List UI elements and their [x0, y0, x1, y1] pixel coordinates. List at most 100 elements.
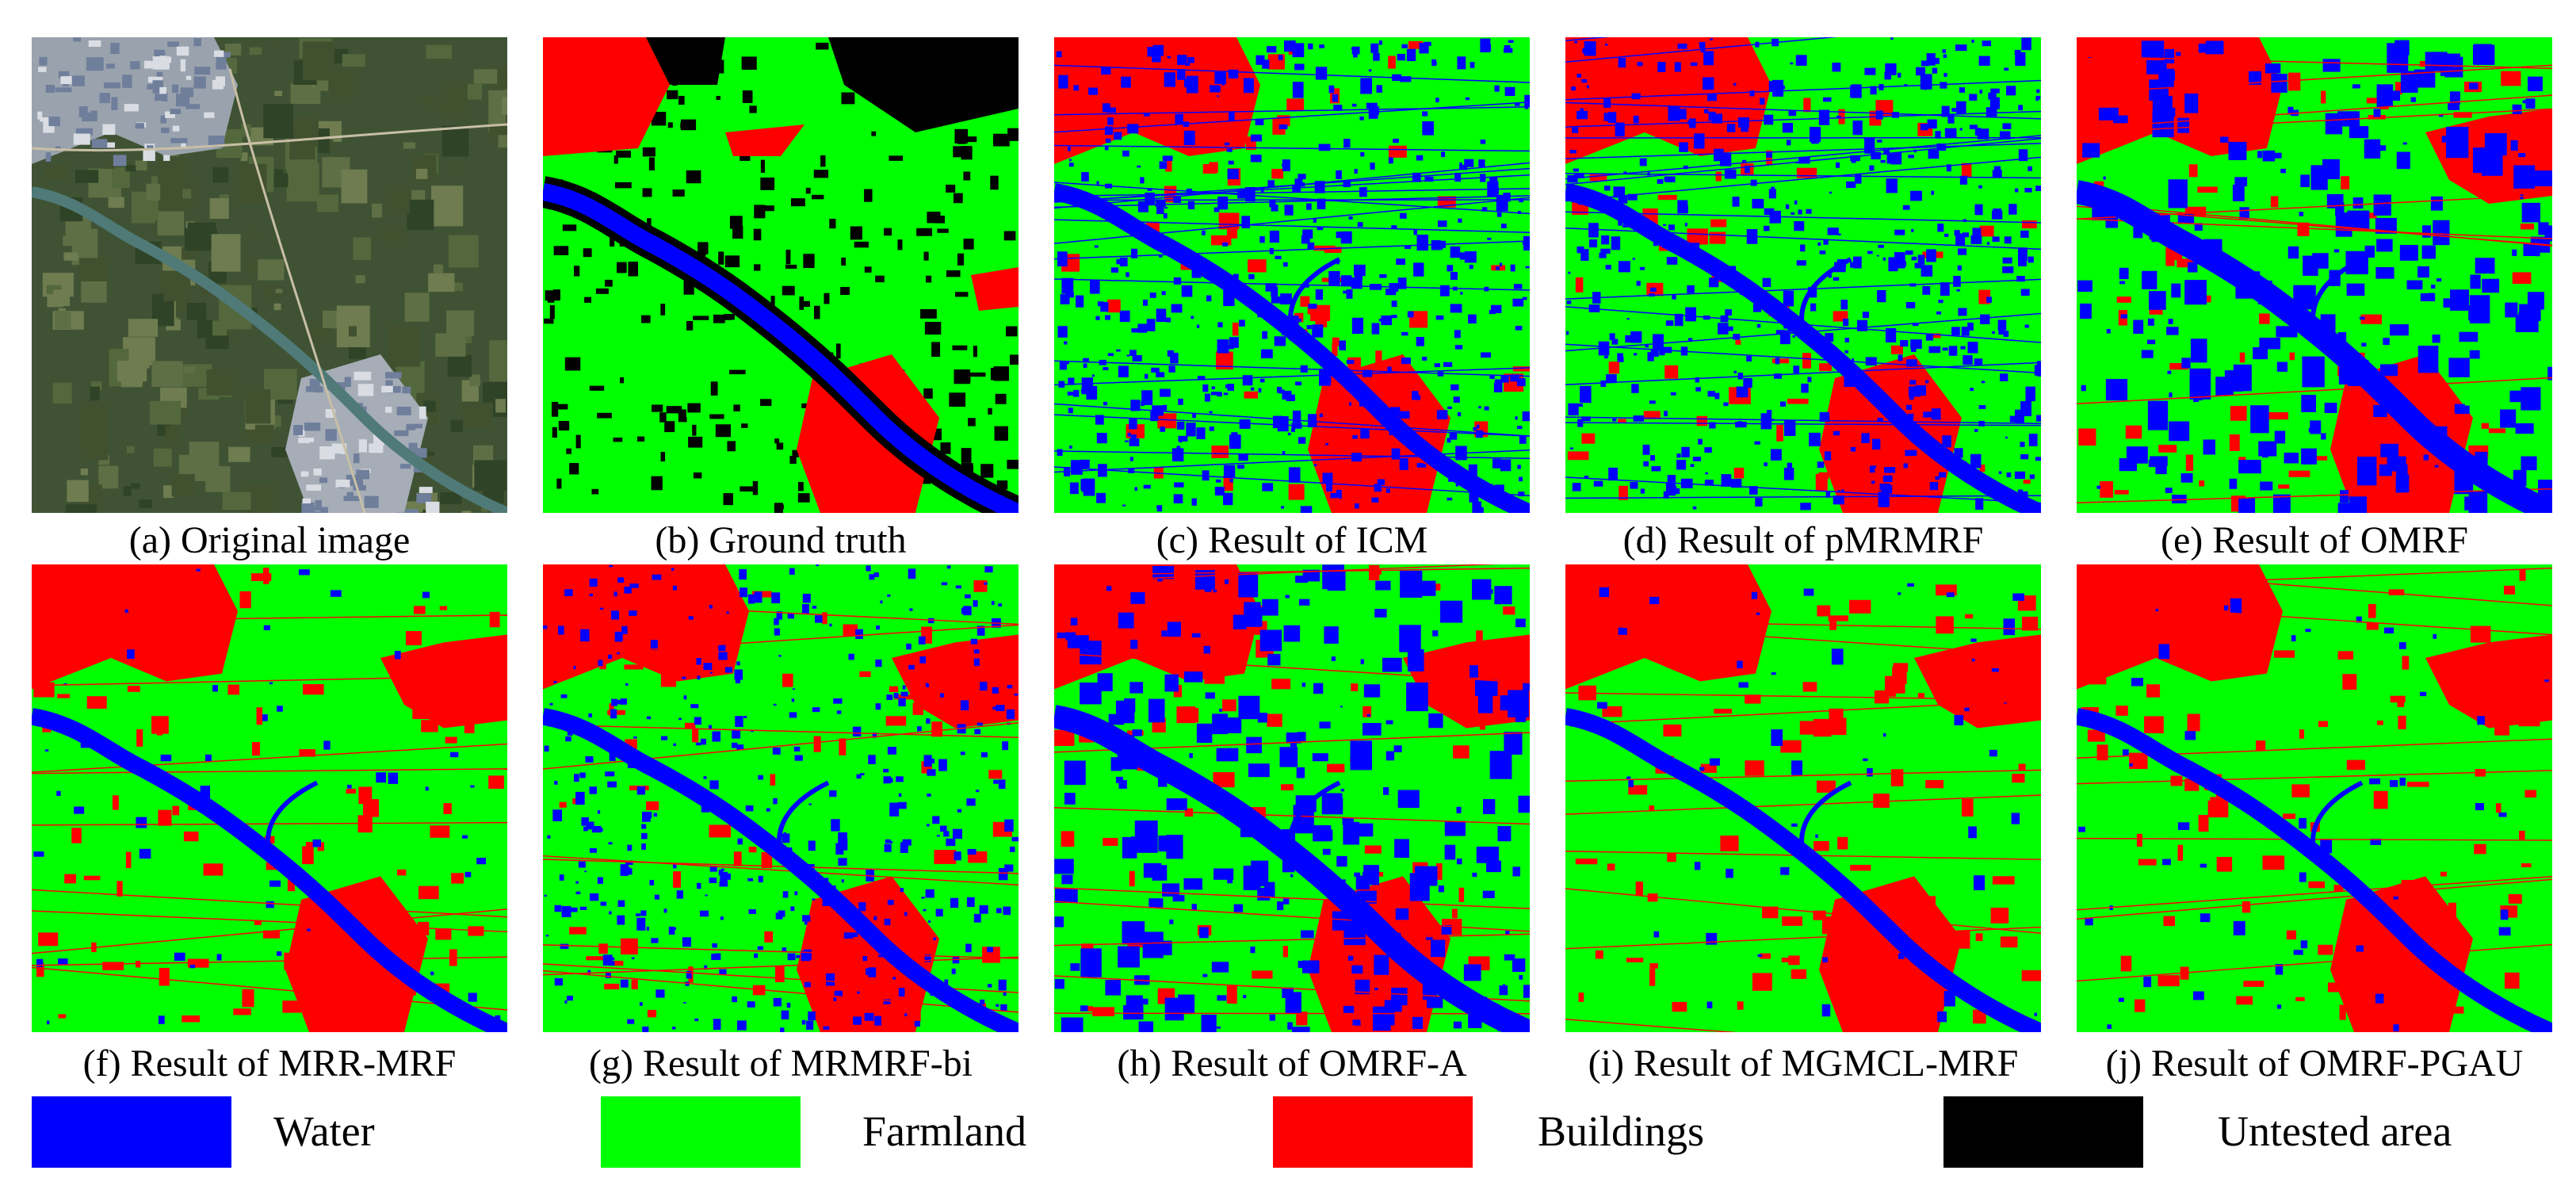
water-region	[32, 708, 507, 1032]
water-patch	[2028, 434, 2038, 446]
water-line	[1565, 138, 2041, 186]
water-patch	[1134, 487, 1137, 491]
untested-patch	[762, 205, 774, 212]
water-patch	[1909, 395, 1914, 400]
water-patch	[1068, 407, 1073, 414]
buildings-patch	[2451, 1006, 2464, 1014]
water-patch	[1284, 40, 1296, 52]
classification-map	[2077, 564, 2552, 1032]
water-patch	[1600, 380, 1607, 387]
buildings-patch	[183, 831, 199, 842]
water-patch	[2443, 298, 2452, 308]
water-patch	[1393, 138, 1399, 143]
water-patch	[2448, 358, 2470, 377]
water-patch	[1771, 186, 1775, 192]
water-patch	[1432, 630, 1439, 637]
boundary-line	[1054, 806, 1530, 825]
water-patch	[718, 652, 728, 660]
water-patch	[1164, 72, 1175, 87]
water-patch	[783, 832, 787, 836]
water-patch	[1424, 691, 1428, 696]
water-branch	[1288, 780, 1341, 854]
buildings-patch	[2390, 695, 2406, 703]
building	[99, 93, 111, 104]
boundary-line	[1054, 887, 1530, 909]
buildings-region	[2330, 876, 2473, 1032]
water-patch	[160, 754, 172, 762]
water-patch	[578, 861, 586, 868]
buildings-patch	[239, 591, 251, 609]
water-patch	[2164, 48, 2175, 63]
water-patch	[1925, 333, 1933, 341]
water-patch	[950, 897, 959, 908]
legend-swatch-water	[32, 1096, 231, 1168]
boundary-line	[32, 768, 507, 775]
water-patch	[2398, 642, 2406, 649]
water-patch	[1227, 877, 1233, 884]
water-patch	[558, 625, 564, 635]
water-patch	[1676, 453, 1681, 458]
field-patch	[447, 354, 472, 377]
water-patch	[940, 693, 944, 698]
field-patch	[128, 319, 159, 337]
field-patch	[212, 166, 229, 183]
water-patch	[1738, 682, 1749, 688]
building	[305, 386, 323, 392]
building	[102, 124, 116, 136]
water-patch	[1456, 806, 1462, 813]
water-patch	[1243, 78, 1254, 94]
water-patch	[2361, 342, 2367, 347]
boundary-line	[543, 944, 1019, 959]
water-patch	[1991, 667, 1999, 672]
building	[130, 61, 140, 70]
water-patch	[1788, 109, 1797, 117]
buildings-region	[1565, 564, 1771, 690]
water-patch	[1515, 618, 1526, 628]
water-patch	[1450, 246, 1461, 258]
water-patch	[1569, 447, 1573, 449]
water-patch	[672, 585, 677, 591]
water-patch	[2359, 316, 2365, 320]
water-patch	[1503, 193, 1511, 202]
buildings-patch	[1286, 98, 1305, 112]
untested-patch	[968, 418, 976, 426]
field-patch	[128, 343, 150, 369]
water-patch	[1833, 277, 1840, 281]
water-patch	[1801, 383, 1809, 393]
water-patch	[1768, 189, 1776, 199]
water-patch	[1056, 51, 1062, 58]
water-patch	[2454, 404, 2465, 413]
water-patch	[1612, 418, 1617, 422]
water-patch	[1088, 87, 1098, 95]
water-patch	[987, 947, 993, 953]
water-patch	[1143, 484, 1151, 489]
untested-patch	[641, 315, 651, 323]
boundary-line	[32, 743, 507, 773]
water-patch	[1470, 62, 1475, 68]
water-patch	[1875, 110, 1883, 120]
water-line	[1054, 64, 1530, 83]
water-patch	[1416, 337, 1424, 346]
building	[55, 87, 72, 93]
water-patch	[1211, 386, 1215, 390]
water-patch	[992, 706, 998, 710]
buildings-patch	[71, 828, 82, 843]
field-patch	[52, 382, 72, 404]
water-patch	[1522, 411, 1530, 422]
water-patch	[1308, 43, 1313, 50]
water-patch	[1749, 486, 1758, 495]
classification-map	[1054, 37, 1530, 513]
water-patch	[1319, 44, 1324, 48]
water-patch	[1625, 335, 1631, 343]
buildings-region	[2425, 634, 2552, 729]
water-patch	[1441, 924, 1452, 935]
water-patch	[2523, 243, 2536, 256]
water-patch	[2020, 442, 2025, 447]
water-patch	[2015, 409, 2024, 424]
water-patch	[1512, 958, 1526, 972]
water-patch	[2028, 166, 2032, 171]
field-patch	[303, 41, 334, 81]
water-patch	[1822, 97, 1832, 102]
water-patch	[718, 870, 724, 876]
buildings-patch	[299, 749, 315, 757]
